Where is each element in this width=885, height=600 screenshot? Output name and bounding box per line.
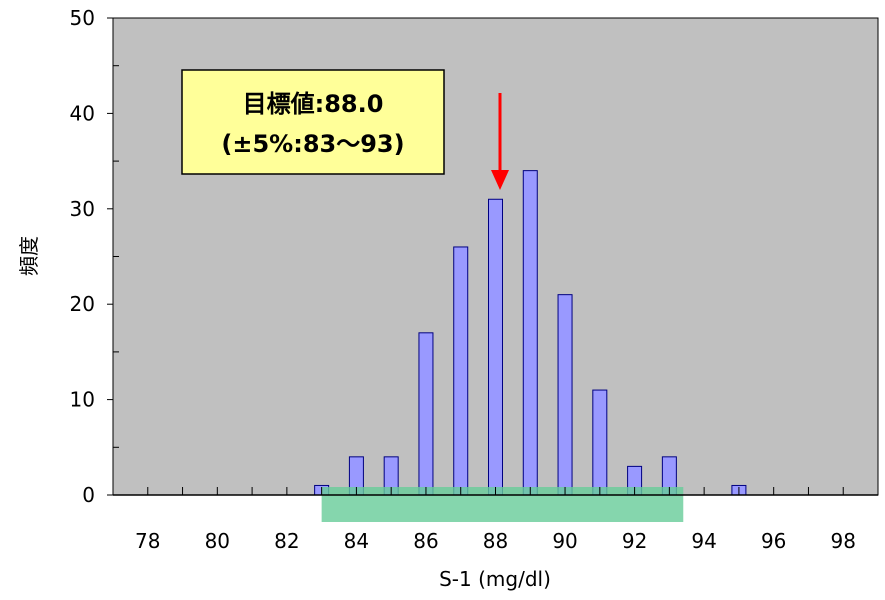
x-tick-label: 86 xyxy=(413,529,438,553)
bar-91 xyxy=(592,389,608,496)
bar-88 xyxy=(488,198,503,496)
x-tick-label: 88 xyxy=(483,529,508,553)
y-tick-label: 10 xyxy=(70,388,95,412)
x-tick-label: 90 xyxy=(552,529,577,553)
y-tick-label: 40 xyxy=(70,101,95,125)
bars-layer xyxy=(314,170,747,496)
bar-86 xyxy=(418,332,434,496)
target-range-band xyxy=(321,487,684,522)
x-tick-label: 82 xyxy=(274,529,299,553)
x-tick-label: 78 xyxy=(135,529,160,553)
x-axis-title: S-1 (mg/dl) xyxy=(439,567,551,591)
annotation-line-1: 目標値:88.0 xyxy=(243,90,384,118)
x-tick-label: 92 xyxy=(622,529,647,553)
x-tick-label: 98 xyxy=(831,529,856,553)
y-tick-label: 50 xyxy=(70,6,95,30)
x-tick-labels: 78 80 82 84 86 88 90 92 94 96 98 xyxy=(135,529,856,553)
bar-90 xyxy=(557,294,573,496)
target-arrow xyxy=(491,93,509,190)
y-tick-labels: 0 10 20 30 40 50 xyxy=(70,6,95,507)
bar-87 xyxy=(453,246,469,496)
axis-layer xyxy=(107,17,879,496)
x-tick-label: 96 xyxy=(761,529,786,553)
annotation-line-2: (±5%:83〜93) xyxy=(221,130,404,158)
y-axis-title: 頻度 xyxy=(17,236,41,276)
y-tick-label: 0 xyxy=(82,483,95,507)
y-tick-label: 20 xyxy=(70,292,95,316)
annotation-box: 目標値:88.0 (±5%:83〜93) xyxy=(181,69,445,175)
y-tick-label: 30 xyxy=(70,197,95,221)
x-tick-label: 84 xyxy=(344,529,369,553)
bar-89 xyxy=(522,170,538,496)
x-tick-label: 80 xyxy=(205,529,230,553)
x-tick-label: 94 xyxy=(691,529,716,553)
